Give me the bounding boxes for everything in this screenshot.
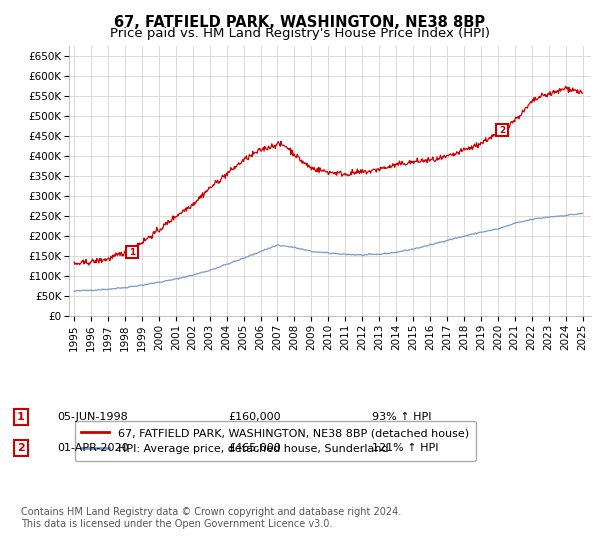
Text: 93% ↑ HPI: 93% ↑ HPI — [372, 412, 431, 422]
Text: 1: 1 — [129, 248, 136, 257]
Text: 2: 2 — [17, 443, 25, 453]
Text: 121% ↑ HPI: 121% ↑ HPI — [372, 443, 439, 453]
Text: 01-APR-2020: 01-APR-2020 — [57, 443, 128, 453]
Text: £465,000: £465,000 — [228, 443, 281, 453]
Legend: 67, FATFIELD PARK, WASHINGTON, NE38 8BP (detached house), HPI: Average price, de: 67, FATFIELD PARK, WASHINGTON, NE38 8BP … — [74, 421, 476, 461]
Text: Contains HM Land Registry data © Crown copyright and database right 2024.
This d: Contains HM Land Registry data © Crown c… — [21, 507, 401, 529]
Text: £160,000: £160,000 — [228, 412, 281, 422]
Text: 05-JUN-1998: 05-JUN-1998 — [57, 412, 128, 422]
Text: 2: 2 — [499, 125, 505, 134]
Text: 1: 1 — [17, 412, 25, 422]
Text: Price paid vs. HM Land Registry's House Price Index (HPI): Price paid vs. HM Land Registry's House … — [110, 27, 490, 40]
Text: 67, FATFIELD PARK, WASHINGTON, NE38 8BP: 67, FATFIELD PARK, WASHINGTON, NE38 8BP — [115, 15, 485, 30]
